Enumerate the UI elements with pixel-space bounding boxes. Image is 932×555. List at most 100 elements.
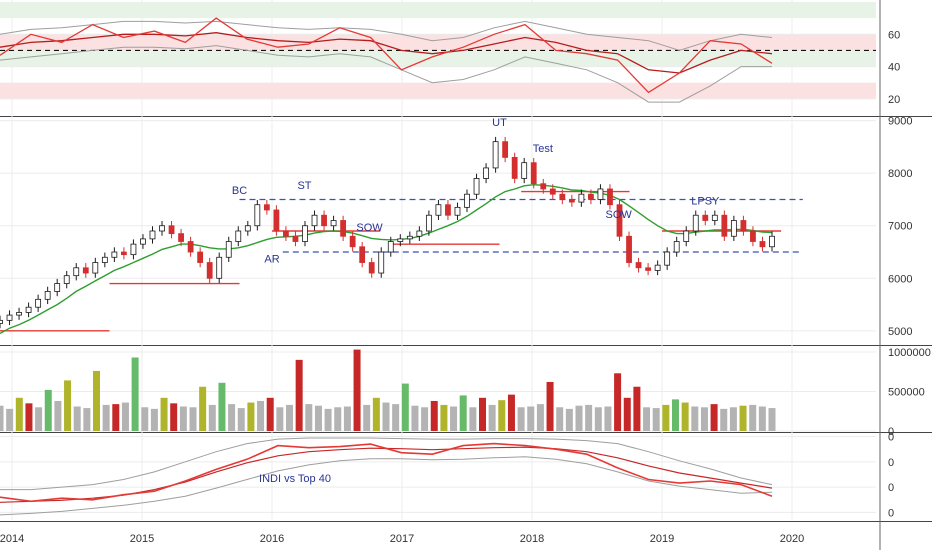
candle-body — [521, 162, 528, 179]
candle-body — [750, 230, 756, 242]
candle-body — [349, 235, 356, 248]
volume-bar — [266, 397, 274, 431]
wyckoff-annotation: SOW — [606, 209, 633, 221]
volume-bar — [720, 408, 728, 431]
volume-bar — [421, 407, 429, 431]
candle-body — [235, 230, 242, 242]
candle-body — [311, 214, 318, 227]
x-tick-label: 2016 — [260, 533, 284, 545]
price-ma-line — [0, 183, 773, 335]
candle-body — [607, 188, 613, 206]
x-tick-label: 2015 — [130, 533, 154, 545]
candle-body — [502, 141, 509, 158]
candle-body — [16, 312, 22, 316]
volume-bar — [102, 404, 110, 431]
volume-bar — [546, 381, 554, 431]
volume-bar — [594, 407, 602, 431]
candle-body — [263, 204, 270, 211]
candle-body — [759, 241, 766, 248]
candle-body — [445, 204, 451, 216]
volume-bar — [141, 407, 149, 431]
rsi-band-lower — [0, 45, 772, 103]
volume-bar — [739, 405, 747, 431]
volume-bar — [218, 382, 226, 431]
candle-body — [635, 262, 642, 269]
candle-body — [645, 267, 651, 271]
volume-bar — [662, 404, 670, 431]
volume-bar — [112, 404, 120, 431]
volume-bar — [83, 408, 91, 431]
candle-body — [588, 193, 594, 200]
candle-body — [340, 220, 347, 237]
volume-bar — [131, 357, 139, 431]
volume-bar — [179, 406, 187, 431]
rs-tick-label: 0 — [888, 457, 894, 469]
rsi-band-upper — [0, 20, 773, 51]
candle-body — [473, 178, 480, 195]
candle-body — [121, 251, 127, 256]
volume-bar — [614, 373, 622, 431]
candle-body — [25, 306, 32, 313]
volume-tick-label: 0 — [888, 426, 894, 438]
rs-line — [0, 442, 773, 503]
candle-body — [483, 167, 489, 179]
wyckoff-annotation: UT — [492, 117, 507, 129]
volume-bar — [353, 349, 361, 431]
candle-body — [0, 319, 3, 324]
volume-bar — [768, 408, 776, 431]
volume-bar — [295, 359, 303, 431]
candle-body — [302, 225, 308, 242]
wyckoff-annotation: BC — [232, 185, 247, 197]
candle-body — [216, 256, 223, 279]
candle-body — [406, 235, 413, 240]
x-tick-label: 2014 — [0, 533, 24, 545]
candle-body — [673, 241, 680, 253]
volume-bar — [749, 404, 757, 431]
x-tick-label: 2017 — [390, 533, 414, 545]
wyckoff-annotation: SOW — [356, 222, 383, 234]
rsi-zone-green — [0, 50, 876, 67]
volume-tick-label: 1000000 — [888, 347, 931, 359]
x-tick-label: 2018 — [520, 533, 544, 545]
rsi-tick-label: 60 — [888, 29, 900, 41]
candle-body — [559, 193, 566, 200]
volume-bar — [6, 408, 14, 431]
candle-body — [44, 291, 51, 300]
volume-bar — [488, 404, 496, 431]
candle-body — [73, 267, 80, 277]
rsi-zone-red — [0, 34, 876, 51]
rsi-zone-green — [0, 2, 876, 19]
rs-band-lower — [0, 456, 773, 516]
candle-body — [435, 204, 442, 216]
volume-bar — [498, 400, 506, 431]
wyckoff-annotation: Test — [533, 143, 553, 155]
x-tick-label: 2019 — [650, 533, 674, 545]
candle-body — [368, 262, 375, 274]
volume-bar — [565, 408, 573, 431]
volume-bar — [700, 407, 708, 431]
volume-bar — [527, 406, 535, 431]
volume-bar — [469, 407, 477, 431]
volume-bar — [507, 394, 515, 431]
candle-body — [225, 241, 232, 258]
price-tick-label: 8000 — [888, 168, 912, 180]
volume-bar — [652, 408, 660, 431]
volume-bar — [517, 407, 525, 431]
rsi-zone-red — [0, 82, 876, 99]
candle-body — [654, 264, 661, 271]
volume-bar — [691, 406, 699, 431]
rs-tick-label: 0 — [888, 507, 894, 519]
volume-bar — [324, 408, 332, 431]
relative-strength-panel: 0 0 0 0 INDI vs Top 40 — [0, 432, 894, 519]
candle-body — [578, 193, 585, 203]
candle-body — [540, 183, 547, 190]
volume-bar — [160, 397, 168, 431]
rs-tick-label: 0 — [888, 432, 894, 444]
rs-ma-line — [0, 446, 773, 503]
candle-body — [549, 188, 556, 195]
candle-body — [292, 235, 299, 242]
volume-bar — [710, 404, 718, 431]
volume-bar — [585, 404, 593, 431]
